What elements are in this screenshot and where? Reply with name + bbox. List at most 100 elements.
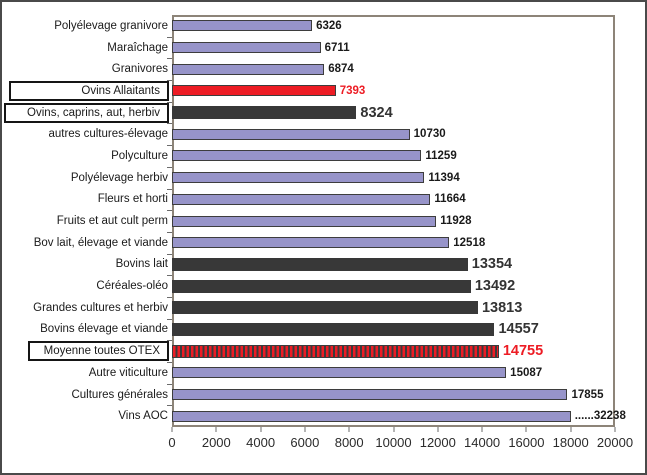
bar-track: 17855 xyxy=(167,384,615,407)
value-label: 11664 xyxy=(434,193,466,206)
bar-track: 6711 xyxy=(167,37,615,60)
y-axis-tick xyxy=(167,318,172,320)
bar-track: 6874 xyxy=(167,58,615,82)
bar xyxy=(172,85,336,97)
bar xyxy=(172,193,431,205)
category-label-cell: Bovins lait xyxy=(2,254,172,276)
bar xyxy=(172,257,468,271)
category-label-boxed: Moyenne toutes OTEX xyxy=(28,341,169,362)
bar xyxy=(172,42,321,54)
value-label: 14557 xyxy=(498,321,539,338)
category-label-cell: Moyenne toutes OTEX xyxy=(2,340,172,362)
y-axis-tick xyxy=(167,340,172,342)
chart-row: Grandes cultures et herbiv 13813 xyxy=(2,297,615,320)
category-label: Bovins élevage et viande xyxy=(40,323,168,336)
x-axis-tick-label: 8000 xyxy=(334,435,364,450)
category-label-cell: autres cultures-élevage xyxy=(2,123,172,145)
bar xyxy=(172,150,422,162)
value-label: 13813 xyxy=(481,299,523,316)
category-label-cell: Grandes cultures et herbiv xyxy=(2,297,172,319)
x-axis-tick-label: 14000 xyxy=(464,435,501,450)
bar-track: 11664 xyxy=(167,189,615,212)
y-axis-tick xyxy=(167,405,172,407)
category-label: Granivores xyxy=(111,63,168,76)
chart-row: Ovins, caprins, aut, herbiv 8324 xyxy=(2,102,615,125)
category-label-cell: Cultures générales xyxy=(2,384,172,406)
chart-row: autres cultures-élevage 10730 xyxy=(2,123,615,147)
x-axis-tick-label: 20000 xyxy=(596,435,634,450)
chart-row: Ovins Allaitants 7393 xyxy=(2,80,615,103)
x-axis-tick xyxy=(614,427,616,432)
x-axis-tick-label: 18000 xyxy=(552,435,589,450)
category-label-cell: Vins AOC xyxy=(2,405,172,427)
value-label: 13492 xyxy=(474,278,516,295)
category-label-boxed: Ovins, caprins, aut, herbiv xyxy=(4,102,169,123)
category-label: Fruits et aut cult perm xyxy=(56,215,168,228)
chart-row: Céréales-oléo 13492 xyxy=(2,275,615,298)
bar xyxy=(172,410,571,422)
x-axis-ticks xyxy=(171,427,616,433)
y-axis-tick xyxy=(167,231,172,233)
y-axis-tick xyxy=(167,36,172,38)
chart-row: Bovins lait 13354 xyxy=(2,254,615,277)
value-label: 7393 xyxy=(339,84,366,97)
x-axis-tick-label: 6000 xyxy=(290,435,320,450)
category-label-boxed: Ovins Allaitants xyxy=(9,80,169,101)
bar xyxy=(172,301,478,315)
bar xyxy=(172,215,437,227)
bar xyxy=(172,389,568,401)
value-label: 11259 xyxy=(425,149,457,162)
value-label: 12518 xyxy=(453,236,486,249)
y-axis-tick xyxy=(167,296,172,298)
category-label: Polyélevage herbiv xyxy=(70,171,168,184)
bar-track: 14557 xyxy=(167,319,615,342)
x-axis-tick xyxy=(260,427,262,432)
chart-row: Autre viticulture 15087 xyxy=(2,362,615,385)
x-axis-tick-label: 10000 xyxy=(375,435,412,450)
x-axis-tick xyxy=(437,427,439,432)
y-axis-tick xyxy=(167,123,172,125)
y-axis-tick xyxy=(167,166,172,168)
value-label: 6326 xyxy=(316,19,342,32)
bar-track: 12518 xyxy=(167,232,615,255)
x-axis-tick-label: 0 xyxy=(168,435,176,450)
category-label: Grandes cultures et herbiv xyxy=(33,301,168,314)
bar-track: 13354 xyxy=(167,254,615,277)
value-label: 14755 xyxy=(502,343,544,360)
bar-track: 11259 xyxy=(167,145,615,168)
chart-row: Polyélevage granivore 6326 xyxy=(2,15,615,38)
y-axis-tick xyxy=(167,210,172,212)
y-axis-tick xyxy=(167,58,172,60)
y-axis-tick xyxy=(167,101,172,103)
x-axis-tick-label: 12000 xyxy=(419,435,456,450)
bar xyxy=(172,63,325,75)
bar-track: 10730 xyxy=(167,123,615,147)
chart-row: Granivores 6874 xyxy=(2,58,615,82)
value-label: 10730 xyxy=(413,128,446,141)
category-label: autres cultures-élevage xyxy=(48,128,168,141)
category-label: Maraîchage xyxy=(107,41,168,54)
y-axis-tick xyxy=(167,80,172,82)
y-axis-tick xyxy=(167,275,172,277)
chart-row: Maraîchage 6711 xyxy=(2,37,615,60)
category-label-cell: Céréales-oléo xyxy=(2,275,172,297)
category-label-cell: Ovins, caprins, aut, herbiv xyxy=(2,102,172,124)
category-label: Céréales-oléo xyxy=(96,280,168,293)
chart-row: Bov lait, élevage et viande 12518 xyxy=(2,232,615,255)
bar-track: 8324 xyxy=(167,102,615,125)
category-label-cell: Polyélevage herbiv xyxy=(2,167,172,189)
bar-track: 11928 xyxy=(167,210,615,233)
y-axis-tick xyxy=(167,188,172,190)
bar xyxy=(172,20,313,32)
value-label: 6874 xyxy=(328,63,354,76)
bar-track: 15087 xyxy=(167,362,615,385)
category-label: Fleurs et horti xyxy=(97,193,168,206)
chart-row: Bovins élevage et viande 14557 xyxy=(2,319,615,342)
category-label: Vins AOC xyxy=(118,410,168,423)
x-axis-tick-label: 4000 xyxy=(246,435,276,450)
bar-track: 13813 xyxy=(167,297,615,320)
category-label: Polyélevage granivore xyxy=(54,19,168,32)
value-label: 17855 xyxy=(571,388,604,401)
x-axis-tick-labels: 0 2000 4000 6000 8000 10000 12000 14000 16000 180… xyxy=(168,435,633,453)
